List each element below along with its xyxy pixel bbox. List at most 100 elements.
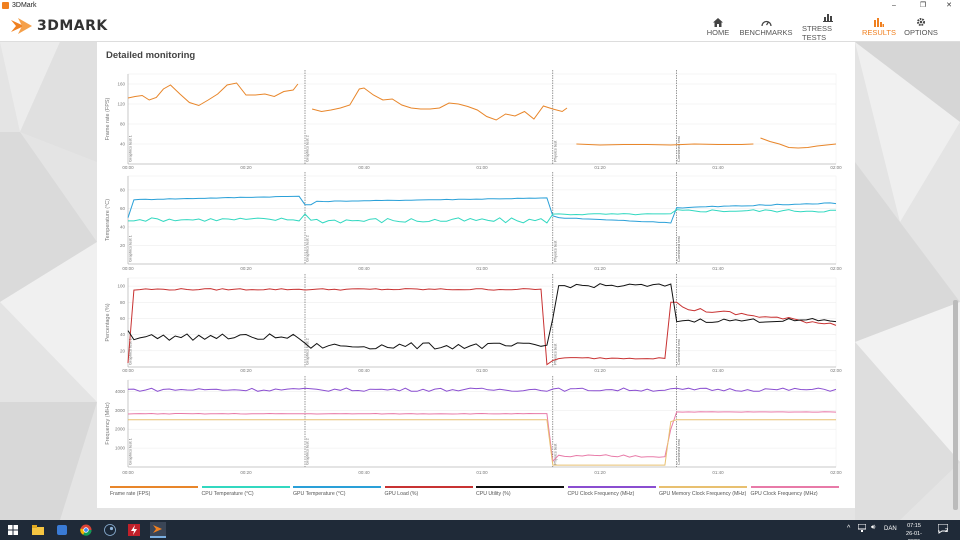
legend-item: GPU Load (%) <box>384 486 473 497</box>
nav-stress-tests-label: STRESS TESTS <box>802 23 833 42</box>
legend-swatch <box>659 486 747 488</box>
y-tick-label: 40 <box>120 142 126 147</box>
brand-logo: 3DMARK <box>10 16 108 36</box>
test-marker-label: Physics test <box>552 343 557 365</box>
taskbar-file-explorer[interactable] <box>30 522 46 538</box>
results-chart-icon <box>874 17 884 27</box>
y-axis-label: Percentage (%) <box>105 303 111 341</box>
x-tick-label: 01:40 <box>712 165 724 170</box>
legend-label: GPU Temperature (°C) <box>293 491 346 497</box>
y-axis-label: Frequency (MHz) <box>105 402 111 445</box>
x-tick-label: 02:00 <box>830 266 842 271</box>
home-icon <box>713 17 723 27</box>
chart-frame <box>127 277 837 368</box>
chart-frame <box>127 379 837 468</box>
y-tick-label: 20 <box>120 348 126 353</box>
x-tick-label: 01:00 <box>476 266 488 271</box>
legend-item: GPU Temperature (°C) <box>293 486 381 497</box>
x-tick-label: 00:20 <box>240 470 252 475</box>
series-line-2-1 <box>127 283 837 350</box>
x-tick-label: 00:20 <box>240 266 252 271</box>
folder-icon <box>32 525 44 535</box>
series-line-frame-rate <box>311 87 568 121</box>
tray-clock[interactable]: 07:15 26-01-2026 <box>902 522 926 540</box>
y-axis-label: Temperature (°C) <box>105 199 111 241</box>
test-marker-label: Combined test <box>676 235 681 262</box>
taskbar-steam[interactable] <box>102 522 118 538</box>
minimize-button[interactable]: – <box>892 2 896 9</box>
chart-frame <box>127 73 837 165</box>
test-marker-label: Physics test <box>552 240 557 262</box>
x-tick-label: 02:00 <box>830 165 842 170</box>
series-line-frame-rate <box>760 137 837 149</box>
test-marker-label: Physics test <box>552 443 557 465</box>
steam-icon <box>104 524 116 536</box>
start-button[interactable] <box>5 522 21 538</box>
legend-label: Frame rate (FPS) <box>110 491 151 497</box>
x-tick-label: 00:00 <box>122 470 134 475</box>
legend-swatch <box>750 486 839 488</box>
legend-label: CPU Utility (%) <box>476 491 511 497</box>
nav-results[interactable]: RESULTS <box>860 11 898 42</box>
legend-label: GPU Clock Frequency (MHz) <box>750 491 818 497</box>
y-tick-label: 80 <box>120 122 126 127</box>
legend-item: Frame rate (FPS) <box>110 486 198 497</box>
legend-swatch <box>567 486 656 488</box>
series-line-3-2 <box>128 419 836 466</box>
legend-swatch <box>476 486 564 488</box>
nav-options[interactable]: OPTIONS <box>902 11 940 42</box>
scrollbar-thumb[interactable] <box>953 300 958 510</box>
y-tick-label: 100 <box>117 284 125 289</box>
brand-logo-text: 3DMARK <box>37 18 108 34</box>
y-tick-label: 4000 <box>115 389 126 394</box>
y-tick-label: 160 <box>117 82 125 87</box>
taskbar-app-2[interactable] <box>54 522 70 538</box>
x-tick-label: 01:20 <box>594 470 606 475</box>
close-button[interactable]: ✕ <box>946 2 952 9</box>
x-tick-label: 00:20 <box>240 165 252 170</box>
series-line-2-0 <box>127 288 837 366</box>
x-tick-label: 01:20 <box>594 165 606 170</box>
test-marker-label: Graphics test 2 <box>305 437 310 465</box>
taskbar-chrome[interactable] <box>78 522 94 538</box>
test-marker-label: Graphics test 1 <box>128 134 133 162</box>
x-tick-label: 01:00 <box>476 470 488 475</box>
chrome-icon <box>80 524 92 536</box>
gauge-icon <box>760 20 772 26</box>
taskbar-3dmark[interactable] <box>150 522 166 538</box>
bar-chart-icon <box>823 14 833 22</box>
nav-home[interactable]: HOME <box>700 11 736 42</box>
notification-center-button[interactable]: 2 <box>937 523 949 536</box>
legend-label: CPU Temperature (°C) <box>201 491 254 497</box>
x-tick-label: 01:40 <box>712 470 724 475</box>
tray-chevron-icon[interactable]: ^ <box>847 525 851 532</box>
test-marker-label: Physics test <box>552 140 557 162</box>
series-line-1-0 <box>127 195 837 224</box>
x-tick-label: 01:00 <box>476 368 488 373</box>
legend-label: GPU Load (%) <box>384 491 419 497</box>
restore-button[interactable]: ❐ <box>919 2 927 9</box>
nav-stress-tests[interactable]: STRESS TESTS <box>802 11 854 42</box>
test-marker-label: Graphics test 2 <box>305 234 310 262</box>
tray-network-icon[interactable] <box>857 523 867 534</box>
test-marker-label: Graphics test 2 <box>305 337 310 365</box>
series-line-1-1 <box>128 209 837 224</box>
nav-benchmarks[interactable]: BENCHMARKS <box>740 11 792 42</box>
series-line-frame-rate <box>576 143 754 146</box>
y-tick-label: 60 <box>120 316 126 321</box>
series-line-3-0 <box>127 387 837 392</box>
y-tick-label: 60 <box>120 206 126 211</box>
window-titlebar: 3DMark – ❐ ✕ <box>0 0 960 11</box>
legend-item: GPU Memory Clock Frequency (MHz) <box>659 486 747 497</box>
x-tick-label: 00:40 <box>358 266 370 271</box>
taskbar-app-5[interactable] <box>126 522 142 538</box>
tray-language[interactable]: DAN <box>884 526 897 532</box>
x-tick-label: 01:20 <box>594 368 606 373</box>
x-tick-label: 02:00 <box>830 368 842 373</box>
y-tick-label: 2000 <box>115 427 126 432</box>
tray-volume-icon[interactable]: 🔊︎ <box>871 524 876 531</box>
3dmark-taskbar-icon <box>153 525 162 533</box>
series-line-3-1 <box>127 411 837 463</box>
panel-title: Detailed monitoring <box>106 50 196 61</box>
y-axis-label: Frame rate (FPS) <box>105 97 111 140</box>
